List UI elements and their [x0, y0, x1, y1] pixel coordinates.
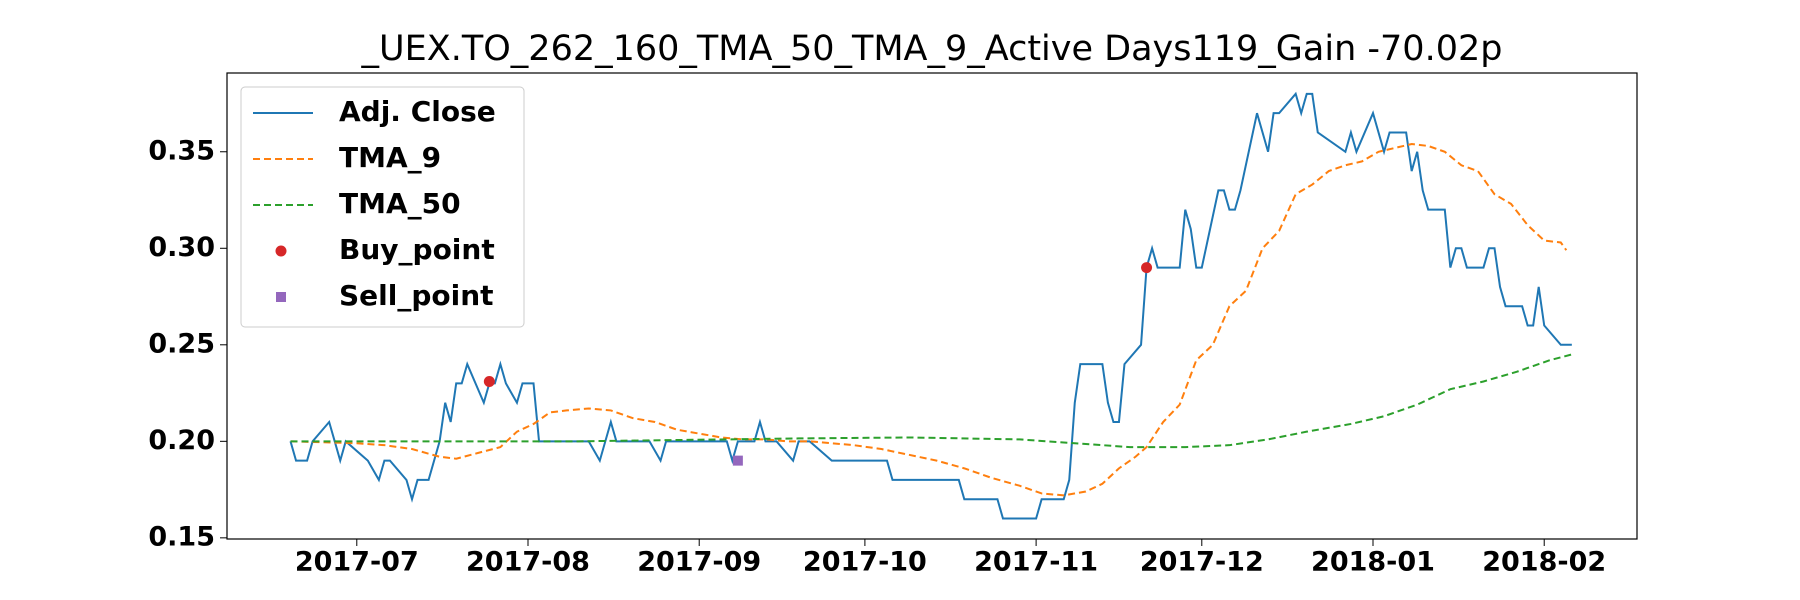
y-tick-label: 0.35	[148, 135, 215, 166]
legend-label: TMA_50	[339, 187, 461, 220]
chart-title: _UEX.TO_262_160_TMA_50_TMA_9_Active Days…	[361, 29, 1503, 69]
y-tick-label: 0.15	[148, 521, 215, 552]
legend-label: Sell_point	[339, 279, 494, 312]
legend-marker	[275, 245, 287, 257]
y-tick-label: 0.20	[148, 425, 215, 456]
plot-frame	[226, 72, 1638, 540]
buy-point	[1141, 262, 1153, 274]
legend-box	[240, 86, 525, 328]
legend-label: TMA_9	[339, 141, 441, 174]
y-tick-label: 0.30	[148, 232, 215, 263]
x-tick-label: 2018-01	[1311, 547, 1435, 578]
legend-label: Buy_point	[339, 233, 495, 266]
x-tick-label: 2017-08	[466, 547, 590, 578]
sell-point	[732, 455, 743, 466]
x-tick-label: 2018-02	[1482, 547, 1606, 578]
legend-marker	[276, 292, 286, 302]
series-line	[289, 91, 1572, 520]
x-tick-label: 2017-10	[803, 547, 927, 578]
x-tick-label: 2017-07	[295, 547, 419, 578]
x-tick-label: 2017-12	[1140, 547, 1264, 578]
series-line	[290, 143, 1568, 497]
x-tick-label: 2017-09	[637, 547, 761, 578]
x-tick-label: 2017-11	[974, 547, 1098, 578]
buy-point	[483, 375, 495, 387]
y-tick-label: 0.25	[148, 328, 215, 359]
series-line	[290, 353, 1573, 449]
legend-label: Adj. Close	[339, 95, 496, 128]
